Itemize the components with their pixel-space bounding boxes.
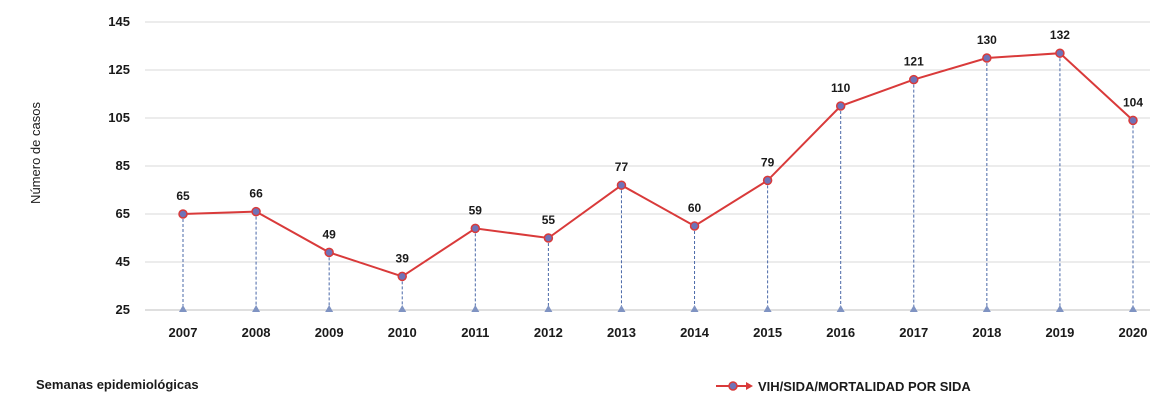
drop-line-base-marker bbox=[617, 305, 626, 312]
data-label: 132 bbox=[1050, 28, 1070, 42]
y-axis-ticks: 25 45 65 85 105 125 145 bbox=[108, 14, 130, 317]
data-point bbox=[1055, 48, 1065, 58]
drop-lines bbox=[179, 53, 1137, 312]
data-label: 59 bbox=[469, 203, 483, 217]
data-point bbox=[251, 206, 261, 217]
data-point bbox=[616, 180, 627, 190]
data-label: 110 bbox=[831, 81, 851, 95]
x-tick-label: 2011 bbox=[461, 325, 489, 340]
data-label: 79 bbox=[761, 155, 775, 169]
legend-marker bbox=[728, 381, 738, 391]
x-tick-label: 2015 bbox=[753, 325, 782, 340]
data-label: 55 bbox=[542, 213, 556, 227]
data-point bbox=[689, 221, 700, 231]
data-point bbox=[470, 223, 481, 234]
legend-arrow-icon bbox=[746, 382, 753, 390]
x-tick-label: 2014 bbox=[680, 325, 710, 340]
drop-line-base-marker bbox=[398, 305, 407, 312]
drop-line-base-marker bbox=[179, 305, 187, 312]
drop-line-base-marker bbox=[544, 305, 553, 312]
legend: VIH/SIDA/MORTALIDAD POR SIDA bbox=[716, 379, 971, 394]
drop-line-base-marker bbox=[325, 305, 334, 312]
drop-line-base-marker bbox=[982, 305, 991, 312]
data-label: 77 bbox=[615, 160, 629, 174]
data-point bbox=[178, 209, 188, 219]
drop-line-base-marker bbox=[909, 305, 918, 312]
x-tick-label: 2019 bbox=[1045, 325, 1074, 340]
data-label: 66 bbox=[249, 187, 263, 201]
data-point bbox=[543, 233, 554, 243]
series-line-path bbox=[182, 52, 1134, 278]
data-label: 65 bbox=[176, 189, 190, 203]
data-label: 39 bbox=[396, 251, 410, 265]
drop-line-base-marker bbox=[1129, 305, 1137, 312]
data-labels: 65 66 49 39 59 55 77 60 79 110 121 130 132 104 bbox=[176, 28, 1143, 265]
y-tick-label: 125 bbox=[108, 62, 130, 77]
x-tick-label: 2010 bbox=[388, 325, 417, 340]
data-point bbox=[324, 247, 334, 258]
drop-line-base-marker bbox=[1055, 305, 1064, 312]
legend-label: VIH/SIDA/MORTALIDAD POR SIDA bbox=[758, 379, 971, 394]
x-tick-label: 2008 bbox=[242, 325, 271, 340]
drop-line-base-marker bbox=[836, 305, 845, 312]
y-tick-label: 65 bbox=[116, 206, 130, 221]
x-axis-label: Semanas epidemiológicas bbox=[36, 377, 199, 392]
x-axis-ticks: 2007 2008 2009 2010 2011 2012 2013 2014 2015 2016… bbox=[169, 325, 1148, 340]
y-tick-label: 145 bbox=[108, 14, 130, 29]
drop-line-base-marker bbox=[252, 305, 261, 312]
x-tick-label: 2012 bbox=[534, 325, 563, 340]
x-tick-label: 2020 bbox=[1119, 325, 1148, 340]
y-tick-label: 105 bbox=[108, 110, 130, 125]
data-point bbox=[835, 101, 846, 111]
data-label: 130 bbox=[977, 33, 997, 47]
data-label: 60 bbox=[688, 201, 702, 215]
drop-line-base-marker bbox=[690, 305, 699, 312]
data-point bbox=[982, 53, 992, 63]
x-tick-label: 2016 bbox=[826, 325, 855, 340]
x-tick-label: 2009 bbox=[315, 325, 344, 340]
x-tick-label: 2007 bbox=[169, 325, 198, 340]
x-tick-label: 2017 bbox=[899, 325, 928, 340]
gridlines bbox=[145, 21, 1150, 311]
drop-line-base-marker bbox=[471, 305, 480, 312]
data-label: 49 bbox=[322, 227, 336, 241]
data-point bbox=[1128, 115, 1138, 126]
data-label: 104 bbox=[1123, 95, 1143, 109]
x-tick-label: 2013 bbox=[607, 325, 636, 340]
y-tick-label: 45 bbox=[116, 254, 130, 269]
y-tick-label: 25 bbox=[116, 302, 130, 317]
data-label: 121 bbox=[904, 55, 924, 69]
series-line bbox=[182, 52, 1134, 278]
drop-line-base-marker bbox=[763, 305, 772, 312]
data-point bbox=[397, 271, 407, 282]
y-axis-label: Número de casos bbox=[28, 102, 43, 204]
data-point bbox=[909, 74, 919, 85]
data-point bbox=[762, 175, 773, 186]
y-tick-label: 85 bbox=[116, 158, 130, 173]
data-markers bbox=[178, 48, 1138, 282]
x-tick-label: 2018 bbox=[972, 325, 1001, 340]
